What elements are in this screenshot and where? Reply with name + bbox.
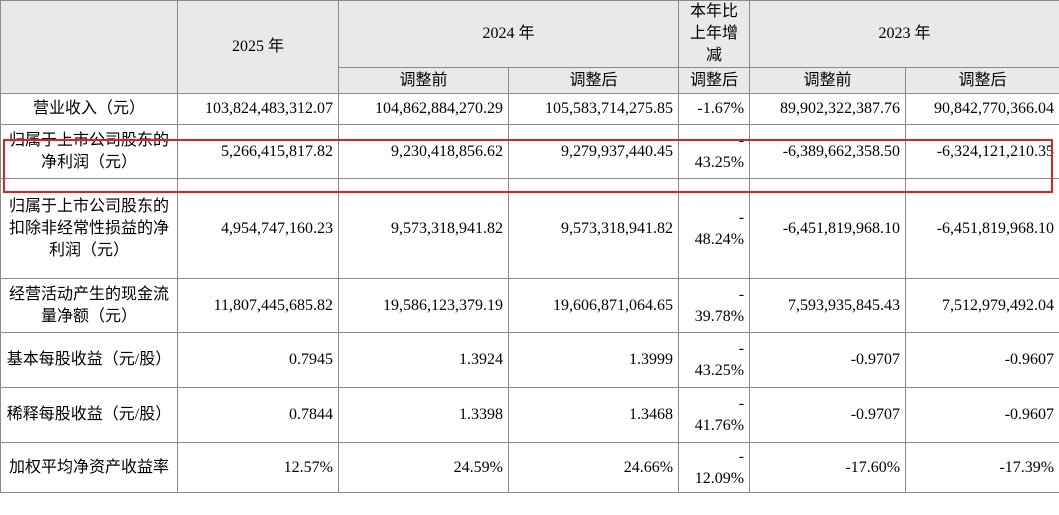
value-2023-before: -6,389,662,358.50 [749,124,907,179]
header-2023-after: 调整后 [905,67,1059,94]
value-2025: 103,824,483,312.07 [177,93,339,125]
table-row: 归属于上市公司股东的扣除非经常性损益的净利润（元） 4,954,747,160.2… [0,178,1059,279]
value-2024-after: 19,606,871,064.65 [507,278,680,333]
change-sign: - [738,285,745,303]
value-2024-before: 1.3398 [338,387,509,443]
value-2024-after: 9,573,318,941.82 [507,178,680,279]
row-label: 经营活动产生的现金流量净额（元） [0,278,178,333]
value-2025: 12.57% [177,442,339,493]
value-2024-before: 1.3924 [338,332,509,388]
header-2023: 2023 年 [749,0,1059,68]
header-change: 本年比上年增减 [678,0,751,68]
value-2025: 0.7844 [177,387,339,443]
value-change: - 41.76% [678,387,751,443]
value-change: -1.67% [678,93,751,125]
value-2023-before: -0.9707 [749,387,907,443]
value-2024-before: 9,573,318,941.82 [338,178,509,279]
header-2024-before: 调整前 [338,67,509,94]
value-change: - 48.24% [678,178,751,279]
value-2023-before: 89,902,322,387.76 [749,93,907,125]
table-row: 营业收入（元） 103,824,483,312.07 104,862,884,270… [0,93,1059,125]
value-2023-before: -6,451,819,968.10 [749,178,907,279]
header-2025: 2025 年 [177,0,339,94]
change-value: 39.78% [694,307,745,325]
change-value: 41.76% [694,417,745,434]
change-value: -1.67% [697,100,745,117]
row-label: 营业收入（元） [0,93,178,125]
value-2025: 5,266,415,817.82 [177,124,339,179]
header-2023-before: 调整前 [749,67,907,94]
value-2025: 4,954,747,160.23 [177,178,339,279]
header-corner [0,0,178,94]
value-2023-after: 7,512,979,492.04 [905,278,1059,333]
value-change: - 12.09% [678,442,751,493]
value-2024-before: 24.59% [338,442,509,493]
value-2023-before: -0.9707 [749,332,907,388]
header-row-1: 2025 年 2024 年 本年比上年增减 2023 年 [0,0,1059,94]
value-2024-before: 104,862,884,270.29 [338,93,509,125]
value-2023-after: -6,451,819,968.10 [905,178,1059,279]
value-2023-before: -17.60% [749,442,907,493]
header-2024: 2024 年 [337,0,680,68]
table-row: 归属于上市公司股东的净利润（元） 5,266,415,817.82 9,230,41… [0,124,1059,179]
value-2024-after: 24.66% [507,442,680,493]
change-value: 43.25% [694,153,745,171]
value-change: - 39.78% [678,278,751,333]
value-2024-before: 19,586,123,379.19 [338,278,509,333]
value-2024-before: 9,230,418,856.62 [338,124,509,179]
change-sign: - [738,340,745,357]
row-label: 归属于上市公司股东的扣除非经常性损益的净利润（元） [0,178,178,279]
table-row: 稀释每股收益（元/股） 0.7844 1.3398 1.3468-41.76% -0.9… [0,387,1059,443]
value-2024-after: 1.3999 [507,332,680,388]
table-body: 营业收入（元） 103,824,483,312.07 104,862,884,270… [0,93,1059,493]
value-change: - 43.25% [678,124,751,179]
change-sign: - [738,131,745,149]
value-2024-after: 1.3468 [507,387,680,443]
table-row: 基本每股收益（元/股） 0.7945 1.3924 1.3999-43.25% -0.9… [0,332,1059,388]
value-2025: 0.7945 [177,332,339,388]
change-value: 48.24% [694,230,745,248]
row-label: 稀释每股收益（元/股） [0,387,178,443]
value-2024-after: 105,583,714,275.85 [507,93,680,125]
change-sign: - [738,447,745,465]
change-sign: - [738,395,745,412]
value-2023-after: 90,842,770,366.04 [905,93,1059,125]
financial-table: 2025 年 2024 年 本年比上年增减 2023 年 调整前 调整后 调整后… [0,0,1059,493]
value-2023-after: -17.39% [905,442,1059,493]
value-change: - 43.25% [678,332,751,388]
row-label: 加权平均净资产收益率 [0,442,178,493]
change-value: 43.25% [694,362,745,379]
row-label: 归属于上市公司股东的净利润（元） [0,124,178,179]
value-2023-after: -0.9607 [905,387,1059,443]
table-row: 加权平均净资产收益率 12.57% 24.59% 24.66% - 12.09% -17.6… [0,442,1059,493]
row-label: 基本每股收益（元/股） [0,332,178,388]
header-change-after: 调整后 [678,67,751,94]
change-value: 12.09% [694,469,745,487]
value-2024-after: 9,279,937,440.45 [507,124,680,179]
value-2023-before: 7,593,935,845.43 [749,278,907,333]
table-row: 经营活动产生的现金流量净额（元） 11,807,445,685.82 19,586,… [0,278,1059,333]
value-2023-after: -0.9607 [905,332,1059,388]
change-sign: - [738,208,745,226]
header-2024-after: 调整后 [507,67,680,94]
header-row-2: 调整前 调整后 调整后 调整前 调整后 [1,67,1059,94]
value-2023-after: -6,324,121,210.35 [905,124,1059,179]
value-2025: 11,807,445,685.82 [177,278,339,333]
